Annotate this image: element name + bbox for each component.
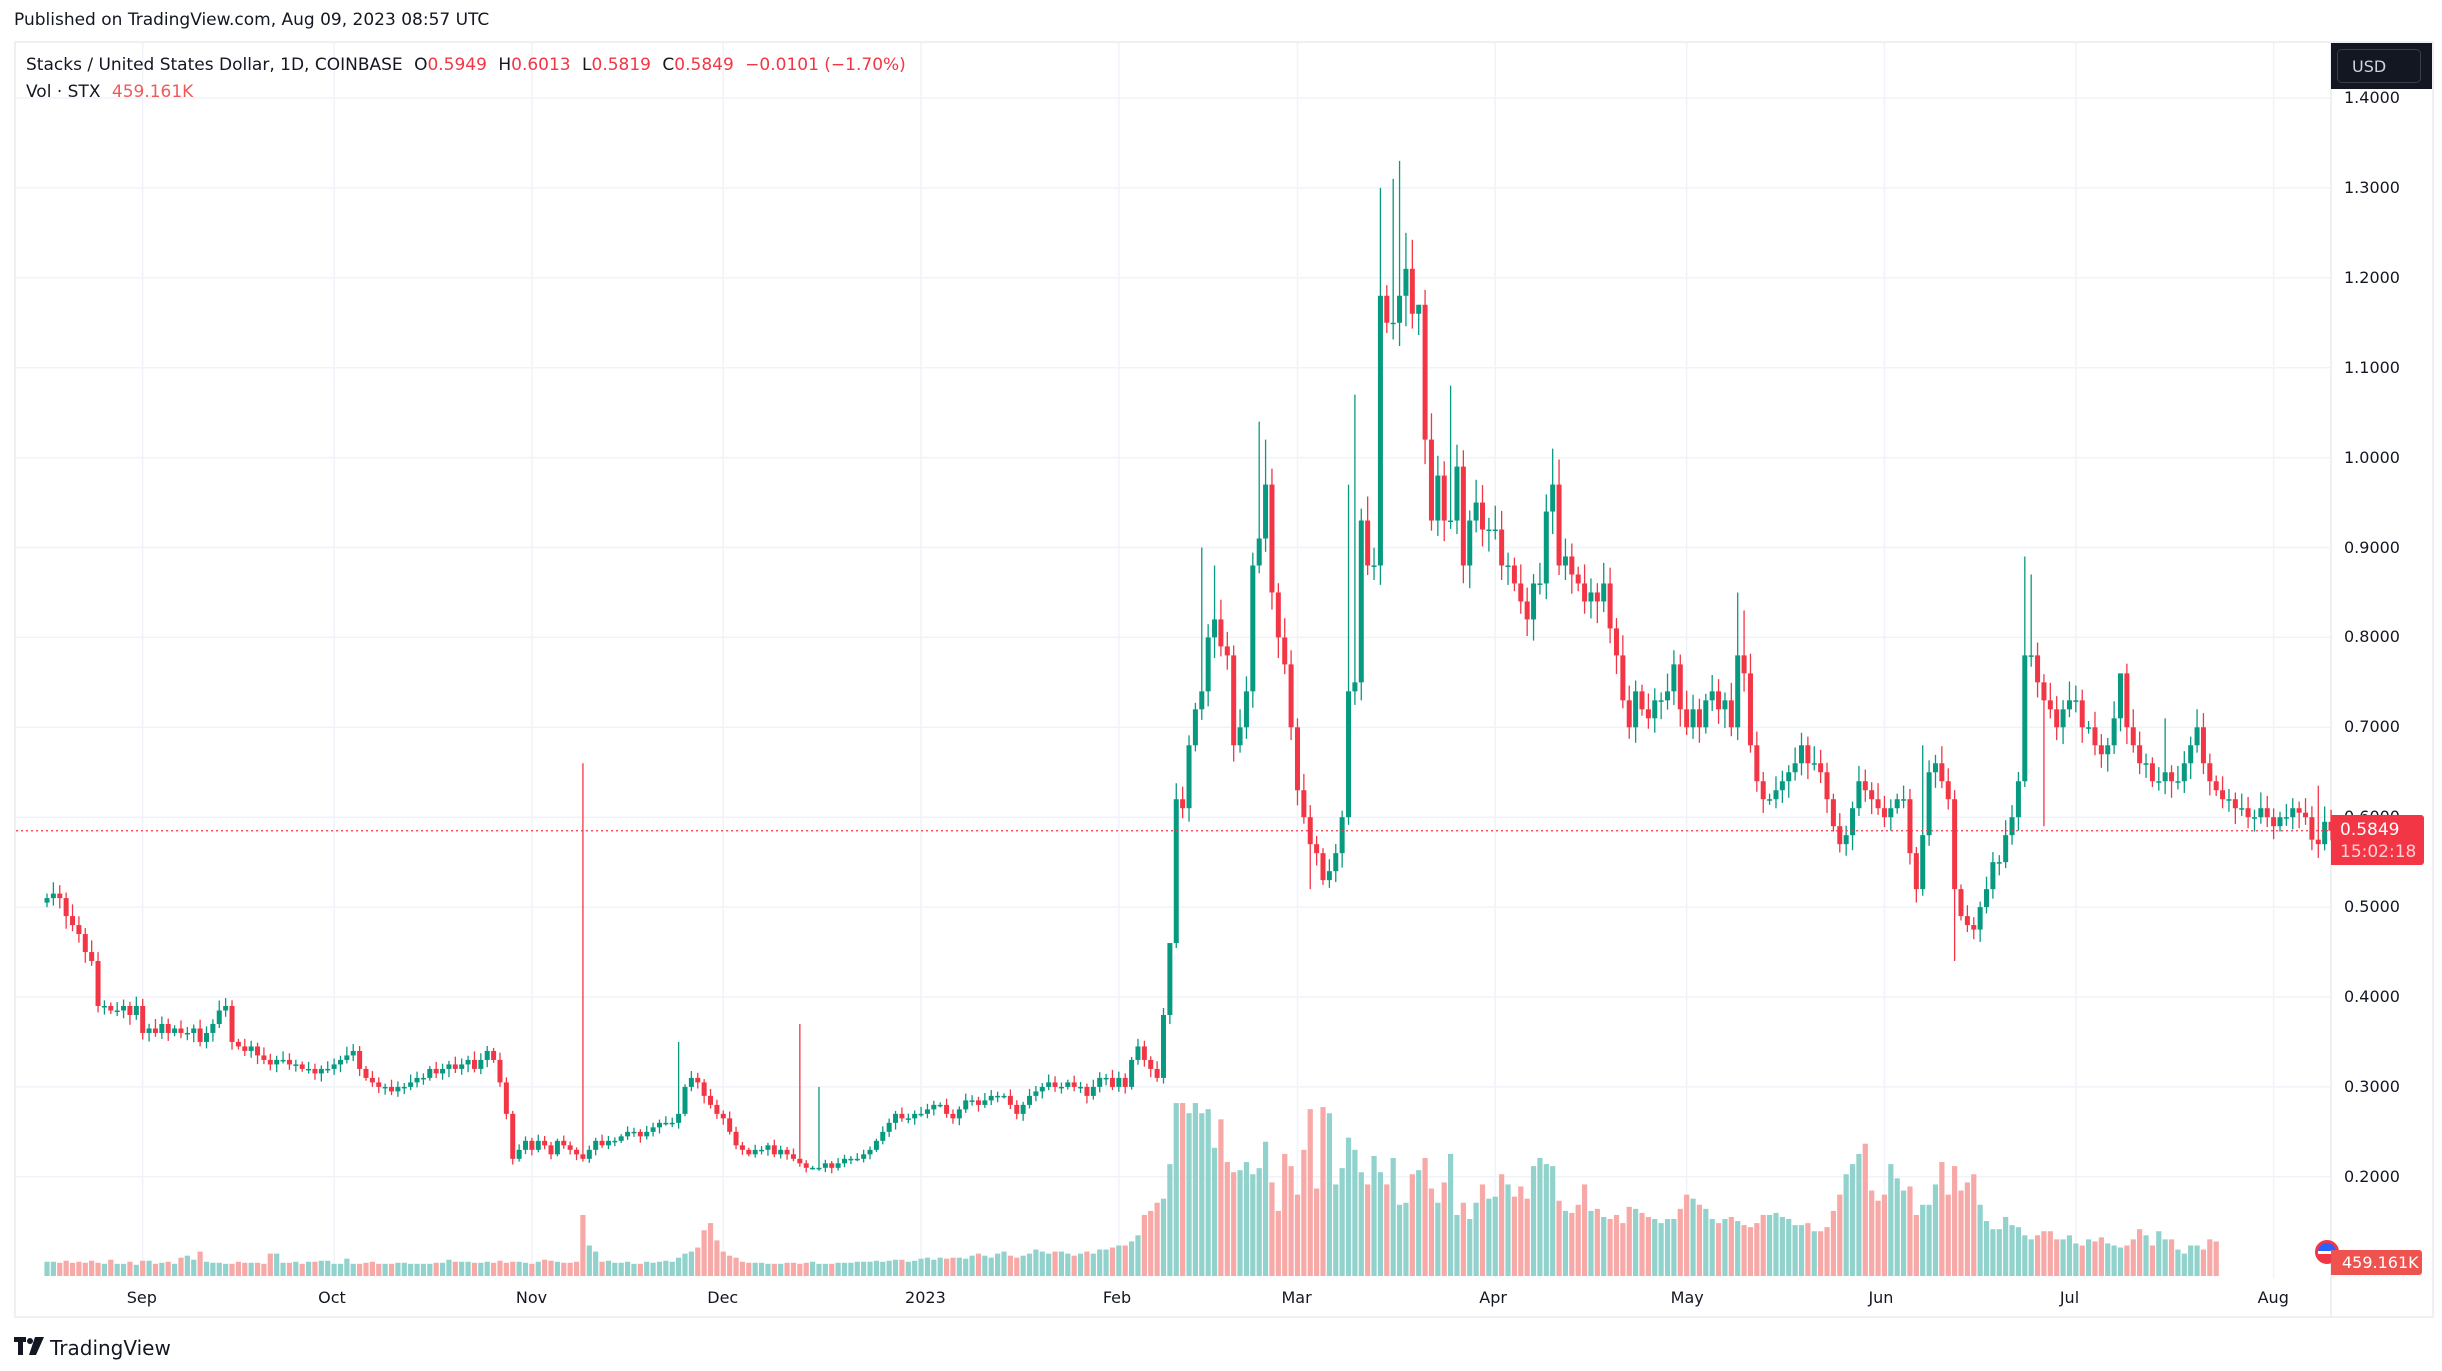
tradingview-branding: TradingView (14, 1336, 171, 1360)
published-caption: Published on TradingView.com, Aug 09, 20… (14, 10, 490, 30)
chart-legend: Stacks / United States Dollar, 1D, COINB… (26, 52, 912, 106)
tradingview-wordmark: TradingView (50, 1336, 171, 1360)
time-tick-label: Aug (2257, 1288, 2289, 1307)
chart-frame[interactable] (14, 41, 2434, 1318)
time-tick-label: Oct (318, 1288, 346, 1307)
legend-close: C0.5849 (662, 55, 734, 75)
legend-open: O0.5949 (414, 55, 487, 75)
time-tick-label: Nov (515, 1288, 548, 1307)
price-tick-label: 1.2000 (2344, 267, 2400, 287)
price-tick-label: 0.2000 (2344, 1166, 2400, 1186)
legend-volume-value: 459.161K (111, 82, 194, 102)
price-tick-label: 0.3000 (2344, 1076, 2400, 1096)
currency-button[interactable]: USD (2337, 49, 2421, 83)
price-tick-label: 0.4000 (2344, 987, 2400, 1006)
legend-symbol[interactable]: Stacks / United States Dollar, 1D, COINB… (26, 55, 403, 75)
time-tick-label: Sep (126, 1288, 157, 1307)
time-tick-label: Dec (707, 1288, 739, 1307)
price-tick-label: 0.9000 (2344, 537, 2400, 557)
time-tick-label: Feb (1102, 1288, 1132, 1307)
price-tick-label: 1.1000 (2344, 357, 2400, 377)
price-scale-header: USD (2331, 43, 2432, 89)
last-price-tag: 0.5849 15:02:18 (2331, 815, 2424, 865)
price-tick-label: 0.8000 (2344, 627, 2400, 647)
price-tick-label: 1.4000 (2344, 88, 2400, 107)
legend-volume-row: Vol · STX 459.161K (26, 79, 912, 106)
time-tick-label: May (1670, 1288, 1704, 1307)
tradingview-logo-icon (14, 1336, 44, 1360)
price-tick-label: 0.5000 (2344, 897, 2400, 917)
legend-change: −0.0101 (−1.70%) (745, 55, 906, 75)
volume-tag: 459.161K (2331, 1250, 2422, 1275)
price-tick-label: 1.0000 (2344, 447, 2400, 467)
price-tick-label: 0.7000 (2344, 717, 2400, 737)
legend-high: H0.6013 (498, 55, 571, 75)
price-tick-label: 1.3000 (2344, 177, 2400, 197)
bar-countdown: 15:02:18 (2340, 842, 2417, 862)
time-tick-label: Apr (1479, 1288, 1507, 1307)
legend-ohlc-row: Stacks / United States Dollar, 1D, COINB… (26, 52, 912, 79)
last-price-value: 0.5849 (2340, 820, 2400, 840)
time-tick-label: Jul (2059, 1288, 2080, 1307)
legend-volume-label[interactable]: Vol · STX (26, 82, 101, 102)
time-tick-label: 2023 (905, 1288, 946, 1307)
time-tick-label: Jun (1868, 1288, 1894, 1307)
legend-low: L0.5819 (582, 55, 651, 75)
time-tick-label: Mar (1281, 1288, 1312, 1307)
